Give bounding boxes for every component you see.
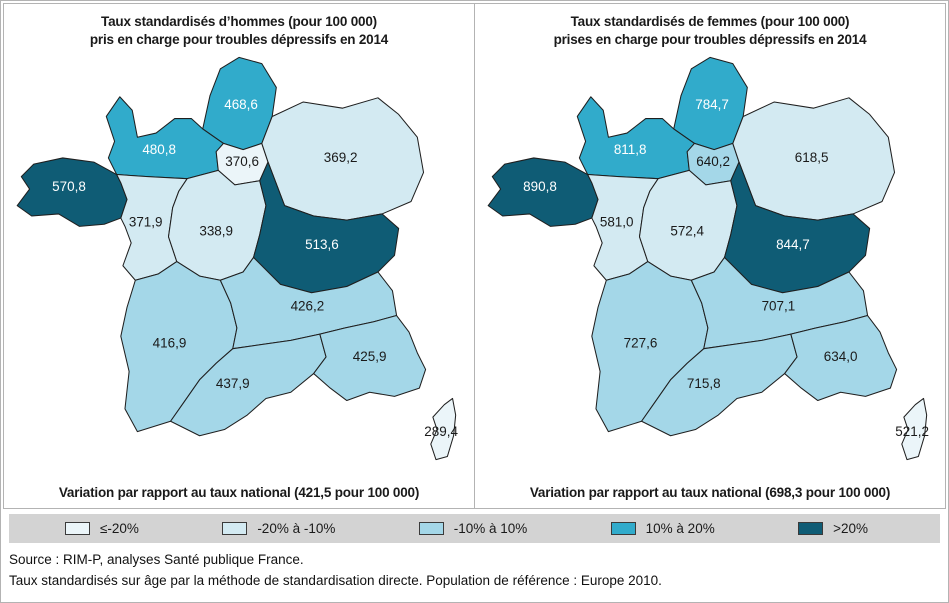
- legend-label-1: ≤-20%: [100, 521, 139, 536]
- legend-label-4: 10% à 20%: [645, 521, 715, 536]
- choropleth-map-hommes: 468,6 480,8 370,6 369,2 570,8 371,9 338,9 513,6…: [16, 56, 459, 460]
- panel-femmes: Taux standardisés de femmes (pour 100 00…: [474, 3, 946, 509]
- region-occitanie: [641, 333, 798, 436]
- title-line-1: Taux standardisés d’hommes (pour 100 000…: [101, 14, 377, 29]
- title-line-2: prises en charge pour troubles dépressif…: [553, 31, 867, 47]
- region-value-normandie: 480,8: [142, 141, 176, 156]
- legend-swatch-4: [610, 522, 636, 535]
- region-normandie: [105, 95, 224, 179]
- region-value-pays-de-la-loire: 371,9: [129, 214, 163, 229]
- region-value-grand-est: 369,2: [324, 150, 358, 165]
- region-normandie: [576, 95, 695, 179]
- legend-item-4: 10% à 20%: [610, 521, 715, 536]
- region-value-occitanie: 437,9: [216, 376, 250, 391]
- region-value-bretagne: 890,8: [523, 179, 557, 194]
- region-occitanie: [170, 333, 327, 436]
- region-value-ile-de-france: 640,2: [696, 154, 730, 169]
- legend-swatch-5: [798, 522, 824, 535]
- legend-label-3: -10% à 10%: [453, 521, 528, 536]
- region-value-corse: 289,4: [424, 423, 458, 438]
- region-value-provence-alpes-cote-d-azur: 634,0: [824, 349, 858, 364]
- source-line-2: Taux standardisés sur âge par la méthode…: [9, 573, 662, 588]
- source-line-1: Source : RIM-P, analyses Santé publique …: [9, 552, 304, 567]
- region-value-grand-est: 618,5: [795, 150, 829, 165]
- variation-label-femmes: Variation par rapport au taux national (…: [529, 485, 891, 500]
- region-value-bretagne: 570,8: [52, 179, 86, 194]
- region-value-centre-val-de-loire: 572,4: [670, 223, 704, 238]
- region-corse: [430, 397, 457, 460]
- region-value-nouvelle-aquitaine: 727,6: [624, 335, 658, 350]
- panel-hommes: Taux standardisés d’hommes (pour 100 000…: [3, 3, 475, 509]
- region-value-auvergne-rhone-alpes: 707,1: [762, 298, 796, 313]
- legend-item-2: -20% à -10%: [222, 521, 335, 536]
- region-value-hauts-de-france: 784,7: [695, 97, 729, 112]
- region-value-hauts-de-france: 468,6: [224, 97, 258, 112]
- variation-label-hommes: Variation par rapport au taux national (…: [58, 485, 420, 500]
- region-value-occitanie: 715,8: [687, 376, 721, 391]
- region-value-auvergne-rhone-alpes: 426,2: [291, 298, 325, 313]
- region-value-bourgogne-franche-comte: 513,6: [305, 237, 339, 252]
- map-panels: Taux standardisés d’hommes (pour 100 000…: [3, 3, 946, 509]
- title-line-1: Taux standardisés de femmes (pour 100 00…: [570, 14, 850, 29]
- region-corse: [901, 397, 928, 460]
- region-value-centre-val-de-loire: 338,9: [199, 223, 233, 238]
- panel-title-femmes: Taux standardisés de femmes (pour 100 00…: [475, 13, 945, 49]
- legend-swatch-3: [418, 522, 444, 535]
- title-line-2: pris en charge pour troubles dépressifs …: [89, 31, 389, 47]
- legend: ≤-20% -20% à -10% -10% à 10% 10% à 20% >…: [9, 514, 940, 543]
- region-value-pays-de-la-loire: 581,0: [600, 214, 634, 229]
- legend-swatch-1: [65, 522, 90, 535]
- region-provence-alpes-cote-d-azur: [784, 314, 898, 401]
- region-value-corse: 521,2: [895, 423, 929, 438]
- legend-item-1: ≤-20%: [65, 521, 139, 536]
- legend-item-3: -10% à 10%: [418, 521, 528, 536]
- legend-item-5: >20%: [798, 521, 868, 536]
- legend-label-2: -20% à -10%: [257, 521, 336, 536]
- region-value-ile-de-france: 370,6: [225, 154, 259, 169]
- region-provence-alpes-cote-d-azur: [313, 314, 427, 401]
- region-value-bourgogne-franche-comte: 844,7: [776, 237, 810, 252]
- region-value-normandie: 811,8: [614, 141, 647, 156]
- source-note: Source : RIM-P, analyses Santé publique …: [9, 549, 662, 591]
- region-value-nouvelle-aquitaine: 416,9: [153, 335, 187, 350]
- choropleth-map-femmes: 784,7 811,8 640,2 618,5 890,8 581,0 572,4 844,7…: [487, 56, 929, 460]
- panel-title-hommes: Taux standardisés d’hommes (pour 100 000…: [4, 13, 474, 49]
- legend-swatch-2: [222, 522, 248, 535]
- legend-label-5: >20%: [833, 521, 868, 536]
- region-value-provence-alpes-cote-d-azur: 425,9: [353, 349, 387, 364]
